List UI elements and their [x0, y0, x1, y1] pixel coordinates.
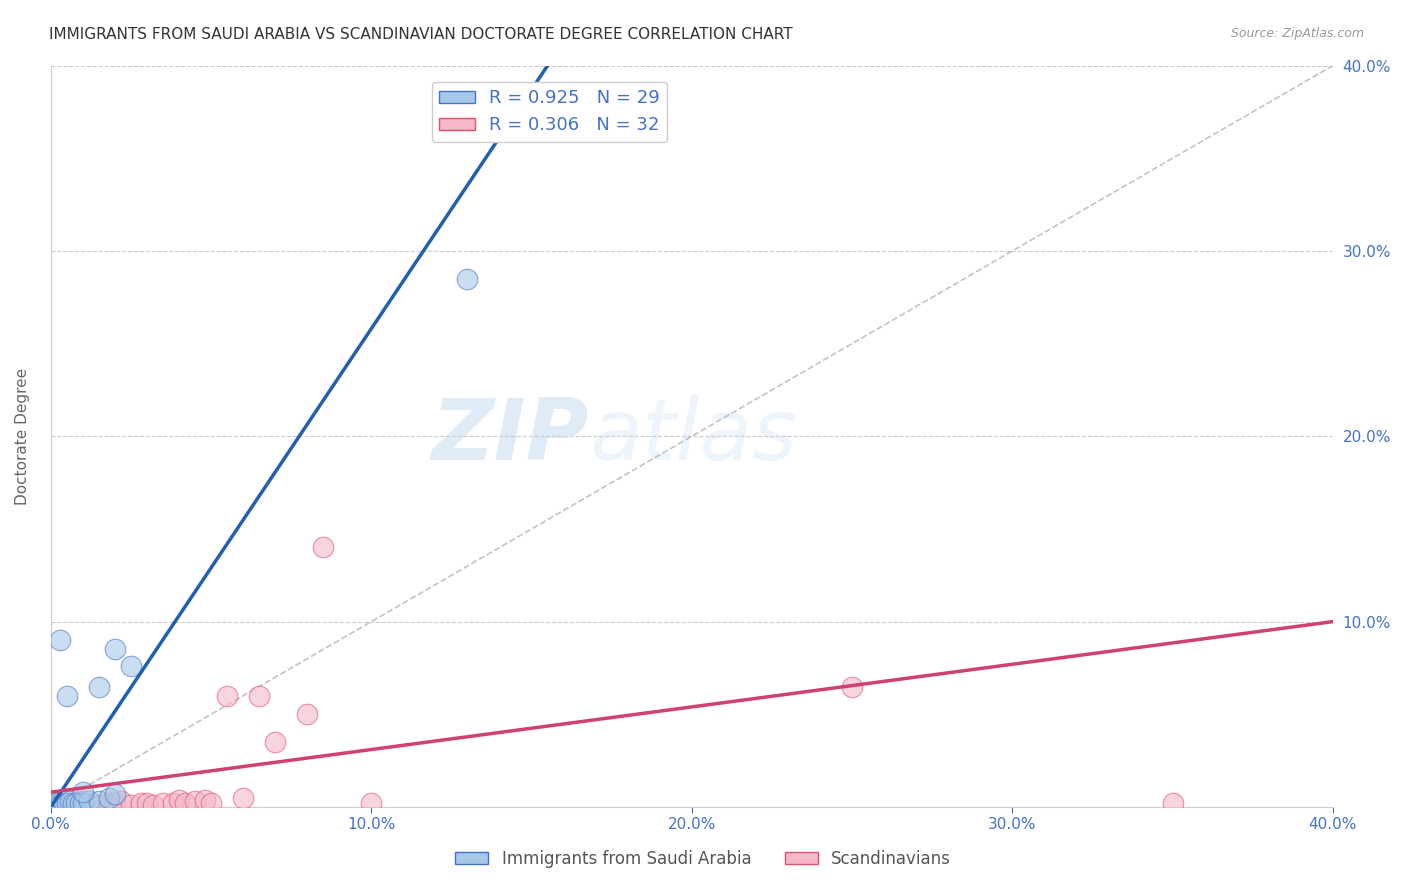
Point — [79, 798, 101, 813]
Point — [104, 797, 127, 811]
Point — [87, 798, 110, 813]
Point — [264, 735, 287, 749]
Point — [79, 794, 101, 808]
Point — [59, 794, 82, 808]
Point — [46, 798, 69, 813]
Point — [87, 794, 110, 808]
Point — [72, 797, 94, 811]
Point — [69, 797, 91, 811]
Legend: R = 0.925   N = 29, R = 0.306   N = 32: R = 0.925 N = 29, R = 0.306 N = 32 — [432, 82, 668, 142]
Point — [1161, 797, 1184, 811]
Point — [49, 798, 72, 813]
Point — [97, 797, 120, 811]
Point — [247, 689, 270, 703]
Point — [52, 797, 75, 811]
Point — [194, 792, 217, 806]
Point — [217, 689, 239, 703]
Point — [360, 797, 382, 811]
Point — [65, 797, 87, 811]
Point — [110, 794, 132, 808]
Point — [56, 798, 79, 813]
Point — [46, 797, 69, 811]
Point — [129, 797, 152, 811]
Point — [174, 797, 197, 811]
Point — [49, 798, 72, 813]
Point — [59, 798, 82, 813]
Point — [72, 794, 94, 808]
Text: IMMIGRANTS FROM SAUDI ARABIA VS SCANDINAVIAN DOCTORATE DEGREE CORRELATION CHART: IMMIGRANTS FROM SAUDI ARABIA VS SCANDINA… — [49, 27, 793, 42]
Point — [456, 271, 478, 285]
Point — [104, 642, 127, 657]
Point — [52, 798, 75, 813]
Point — [200, 797, 222, 811]
Point — [49, 633, 72, 648]
Legend: Immigrants from Saudi Arabia, Scandinavians: Immigrants from Saudi Arabia, Scandinavi… — [449, 844, 957, 875]
Point — [42, 798, 65, 813]
Point — [162, 797, 184, 811]
Point — [120, 659, 142, 673]
Point — [56, 689, 79, 703]
Point — [65, 797, 87, 811]
Text: ZIP: ZIP — [432, 395, 589, 478]
Point — [297, 707, 319, 722]
Point — [42, 798, 65, 813]
Point — [56, 798, 79, 813]
Point — [87, 680, 110, 694]
Point — [120, 798, 142, 813]
Point — [97, 790, 120, 805]
Point — [42, 794, 65, 808]
Point — [62, 797, 84, 811]
Point — [59, 797, 82, 811]
Point — [49, 798, 72, 813]
Point — [104, 787, 127, 801]
Point — [72, 785, 94, 799]
Point — [232, 790, 254, 805]
Point — [841, 680, 863, 694]
Point — [62, 798, 84, 813]
Point — [56, 797, 79, 811]
Point — [167, 792, 190, 806]
Point — [136, 797, 159, 811]
Point — [312, 541, 335, 555]
Point — [152, 797, 174, 811]
Point — [142, 798, 165, 813]
Y-axis label: Doctorate Degree: Doctorate Degree — [15, 368, 30, 505]
Point — [46, 797, 69, 811]
Point — [65, 798, 87, 813]
Text: Source: ZipAtlas.com: Source: ZipAtlas.com — [1230, 27, 1364, 40]
Point — [184, 794, 207, 808]
Text: atlas: atlas — [589, 395, 797, 478]
